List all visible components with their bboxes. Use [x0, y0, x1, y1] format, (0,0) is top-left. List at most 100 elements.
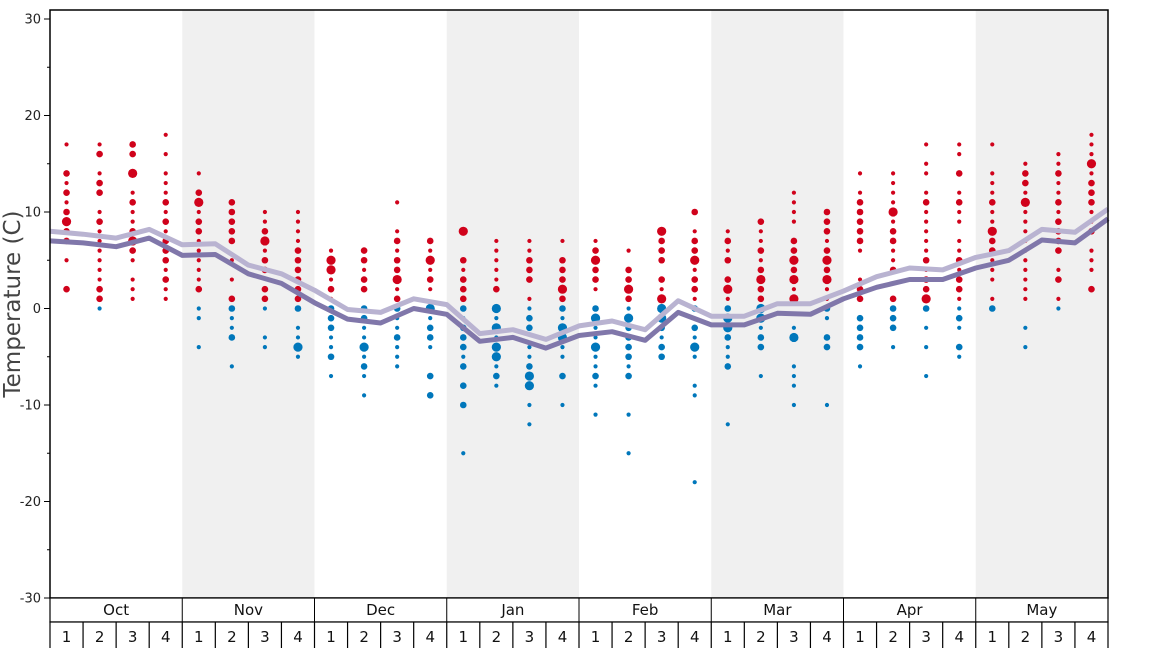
data-dot: [260, 236, 270, 246]
data-dot: [261, 228, 269, 235]
data-dot: [924, 325, 929, 330]
data-dot: [692, 393, 697, 398]
data-dot: [823, 343, 831, 351]
data-dot: [96, 218, 103, 225]
data-dot: [658, 353, 665, 361]
data-dot: [129, 141, 136, 148]
data-dot: [328, 345, 334, 350]
data-dot: [459, 305, 467, 312]
data-dot: [494, 248, 499, 253]
data-dot: [360, 256, 368, 264]
data-dot: [560, 316, 565, 321]
data-dot: [758, 258, 763, 263]
data-dot: [196, 277, 201, 282]
data-dot: [1023, 229, 1028, 234]
data-dot: [856, 324, 864, 332]
data-dot: [757, 285, 765, 293]
data-dot: [791, 364, 797, 369]
data-dot: [162, 256, 170, 264]
data-dot: [229, 316, 234, 321]
data-dot: [327, 353, 335, 361]
data-dot: [857, 248, 863, 253]
data-dot: [1055, 218, 1062, 225]
week-label: 2: [95, 628, 105, 646]
data-dot: [494, 383, 499, 388]
week-label: 1: [591, 628, 601, 646]
data-dot: [856, 218, 864, 225]
data-dot: [957, 142, 962, 147]
data-dot: [228, 199, 236, 206]
data-dot: [395, 248, 400, 253]
y-tick-label: 0: [33, 302, 41, 317]
data-dot: [526, 363, 533, 370]
week-label: 3: [789, 628, 799, 646]
data-dot: [924, 209, 929, 215]
data-dot: [428, 287, 433, 292]
data-dot: [129, 247, 136, 254]
data-dot: [557, 284, 568, 294]
data-dot: [924, 190, 929, 195]
data-dot: [924, 171, 929, 176]
data-dot: [1023, 277, 1028, 282]
data-dot: [626, 306, 631, 311]
data-dot: [1023, 287, 1028, 292]
data-dot: [295, 325, 301, 330]
month-shading: [182, 10, 1108, 598]
data-dot: [64, 142, 69, 147]
data-dot: [789, 294, 799, 304]
data-dot: [428, 267, 433, 272]
data-dot: [1023, 325, 1028, 330]
week-label: 3: [128, 628, 138, 646]
data-dot: [593, 238, 598, 244]
data-dot: [1056, 267, 1061, 272]
data-dot: [593, 287, 598, 292]
data-dot: [64, 200, 69, 205]
data-dot: [162, 218, 170, 225]
data-dot: [559, 256, 566, 264]
data-dot: [262, 248, 268, 253]
data-dot: [658, 237, 665, 245]
data-dot: [922, 285, 930, 293]
data-dot: [97, 258, 102, 263]
data-dot: [163, 132, 168, 137]
week-label: 1: [62, 628, 72, 646]
y-tick-label: 30: [24, 13, 41, 28]
data-dot: [955, 285, 963, 293]
data-dot: [395, 200, 400, 205]
trend-line-light: [49, 207, 1110, 342]
data-dot: [162, 199, 170, 206]
data-dot: [658, 256, 665, 264]
data-dot: [527, 422, 532, 427]
data-dot: [757, 247, 765, 254]
data-dot: [328, 248, 334, 253]
data-dot: [228, 237, 236, 245]
data-dot: [295, 354, 301, 359]
data-dot: [428, 316, 433, 321]
week-label: 4: [558, 628, 568, 646]
data-dot: [990, 190, 995, 195]
data-dot: [625, 295, 632, 303]
data-dot: [527, 354, 532, 359]
week-label: 4: [690, 628, 700, 646]
data-dot: [890, 345, 896, 350]
data-dot: [228, 295, 236, 303]
data-dot: [623, 313, 634, 323]
y-tick-label: -30: [20, 592, 41, 607]
data-dot: [890, 258, 896, 263]
data-dot: [824, 238, 830, 244]
data-dot: [130, 219, 135, 224]
data-dot: [361, 354, 367, 359]
data-dot: [789, 255, 799, 265]
data-dot: [725, 354, 730, 359]
data-dot: [228, 218, 236, 225]
data-dot: [524, 381, 535, 391]
data-dot: [824, 287, 830, 292]
data-dot: [261, 285, 269, 293]
data-dot: [96, 295, 103, 303]
data-dot: [393, 334, 401, 341]
data-dot: [691, 324, 699, 332]
week-label: 3: [392, 628, 402, 646]
data-dot: [328, 277, 334, 282]
data-dot: [692, 354, 697, 359]
data-dot: [955, 199, 963, 206]
